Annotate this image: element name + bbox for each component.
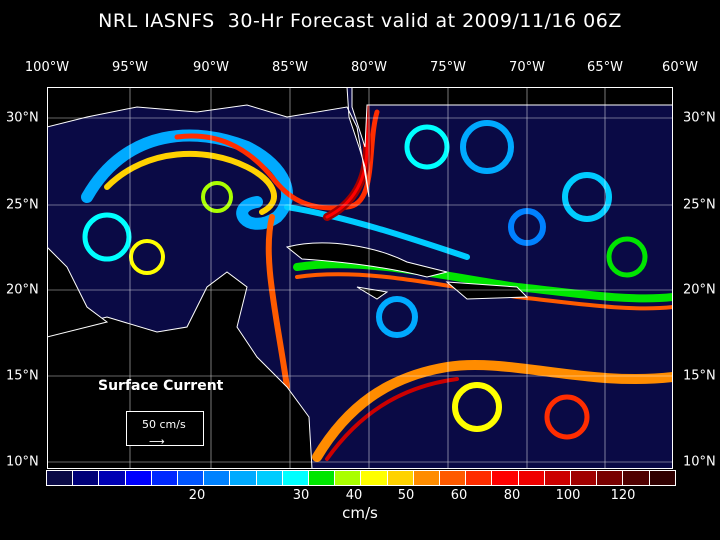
colorbar — [46, 470, 676, 486]
colorbar-swatch — [544, 471, 572, 485]
map-title: NRL IASNFS 30-Hr Forecast valid at 2009/… — [98, 10, 622, 32]
colorbar-swatch — [649, 471, 675, 485]
colorbar-swatch — [518, 471, 545, 485]
land — [47, 87, 673, 469]
colorbar-swatch — [623, 471, 650, 485]
colorbar-swatch — [99, 471, 126, 485]
lat-label: 10°N — [683, 454, 716, 470]
colorbar-swatch — [125, 471, 152, 485]
lat-label: 20°N — [6, 282, 39, 298]
colorbar-swatch — [335, 471, 362, 485]
arrow-right-icon: ⟶ — [149, 435, 165, 448]
colorbar-swatch — [387, 471, 414, 485]
current-speed-field — [81, 93, 673, 462]
colorbar-tick: 80 — [503, 488, 521, 503]
colorbar-tick: 100 — [555, 488, 581, 503]
lon-label: 85°W — [272, 60, 308, 75]
lat-label: 10°N — [6, 454, 39, 470]
colorbar-unit: cm/s — [342, 504, 378, 522]
lat-label: 30°N — [6, 110, 39, 126]
colorbar-swatch — [178, 471, 205, 485]
colorbar-tick: 20 — [188, 488, 206, 503]
field-label: Surface Current — [98, 378, 224, 394]
colorbar-swatch — [571, 471, 598, 485]
colorbar-swatch — [413, 471, 441, 485]
colorbar-tick: 60 — [450, 488, 468, 503]
colorbar-tick: 30 — [292, 488, 310, 503]
colorbar-tick: 120 — [610, 488, 636, 503]
lon-label: 95°W — [112, 60, 148, 75]
colorbar-tick: 40 — [345, 488, 363, 503]
reference-vector-label: 50 cm/s — [142, 418, 186, 431]
colorbar-swatch — [466, 471, 493, 485]
lat-label: 15°N — [683, 368, 716, 384]
colorbar-swatch — [361, 471, 388, 485]
map-frame — [47, 87, 673, 469]
reference-vector-box: 50 cm/s ⟶ — [126, 411, 204, 448]
lon-label: 80°W — [351, 60, 387, 75]
lat-label: 20°N — [683, 282, 716, 298]
lon-label: 65°W — [587, 60, 623, 75]
grid-lines — [47, 87, 673, 469]
colorbar-swatch — [440, 471, 467, 485]
lon-label: 90°W — [193, 60, 229, 75]
colorbar-swatch — [151, 471, 179, 485]
colorbar-swatch — [204, 471, 231, 485]
lon-label: 100°W — [24, 60, 70, 75]
colorbar-swatch — [256, 471, 283, 485]
colorbar-swatch — [73, 471, 100, 485]
lon-label: 60°W — [662, 60, 698, 75]
colorbar-tick: 50 — [397, 488, 415, 503]
current-map — [47, 87, 673, 469]
lat-label: 25°N — [6, 197, 39, 213]
lat-label: 15°N — [6, 368, 39, 384]
lon-label: 75°W — [430, 60, 466, 75]
colorbar-swatch — [309, 471, 336, 485]
lat-label: 30°N — [683, 110, 716, 126]
lon-label: 70°W — [509, 60, 545, 75]
colorbar-swatch — [492, 471, 519, 485]
colorbar-swatch — [597, 471, 624, 485]
colorbar-swatch — [230, 471, 257, 485]
lat-label: 25°N — [683, 197, 716, 213]
colorbar-swatch — [282, 471, 310, 485]
colorbar-swatch — [47, 471, 74, 485]
